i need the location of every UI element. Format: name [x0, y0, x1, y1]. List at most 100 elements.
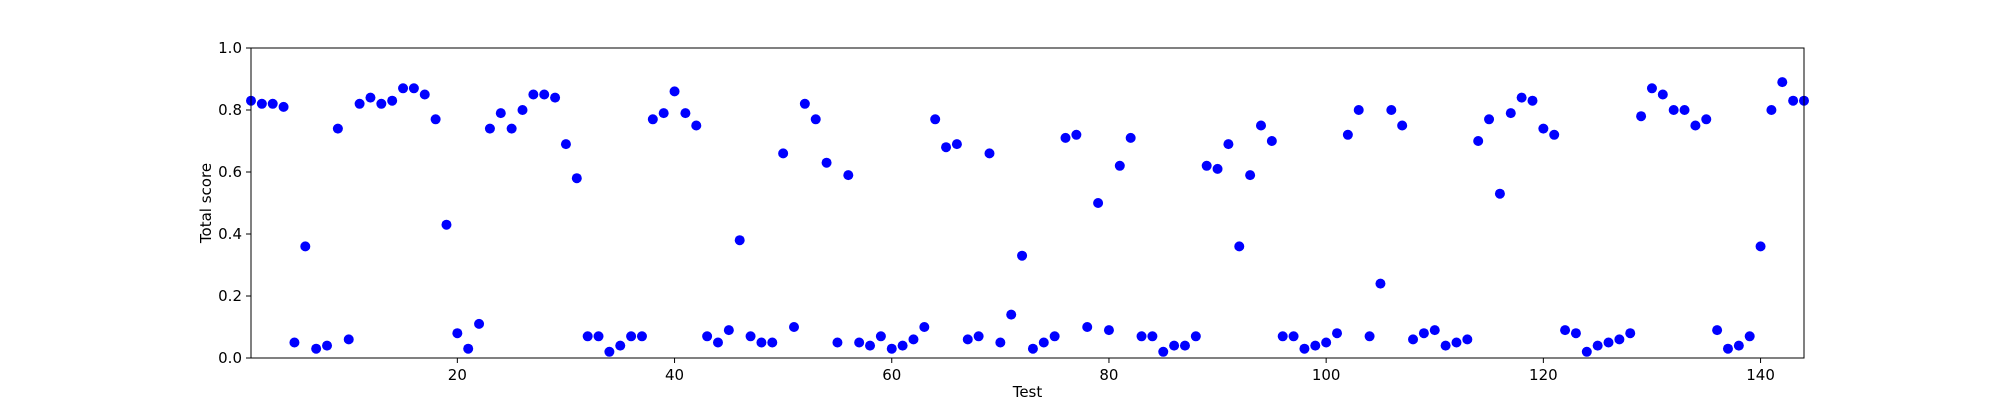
data-point [1636, 111, 1647, 122]
data-point [278, 101, 289, 112]
data-point [810, 114, 821, 125]
data-point [1733, 340, 1744, 351]
data-point [647, 114, 658, 125]
data-point [1386, 105, 1397, 115]
data-point [517, 105, 528, 115]
data-point [734, 235, 745, 246]
data-point [626, 331, 637, 342]
data-point [1212, 163, 1223, 174]
data-point [615, 340, 626, 351]
data-point [1744, 331, 1755, 342]
data-point [1614, 334, 1625, 345]
data-point [1462, 334, 1473, 345]
data-point [322, 340, 333, 351]
data-point [571, 173, 582, 184]
data-point [1266, 136, 1277, 146]
data-point [300, 241, 311, 252]
data-point [256, 98, 267, 109]
data-point [712, 337, 723, 348]
data-point [919, 322, 930, 332]
axis-ticks: 20 40 60 80 100 120 140 0.0 0.2 0.4 0.6 0.8 1.0 [218, 39, 1775, 384]
data-point [875, 331, 886, 342]
data-point [1766, 105, 1777, 115]
data-point [1049, 331, 1060, 342]
data-point [832, 337, 843, 348]
data-point [289, 337, 300, 348]
data-point [550, 92, 561, 103]
data-point [984, 148, 995, 159]
data-point [1505, 108, 1516, 119]
data-point [1364, 331, 1375, 342]
data-point [1071, 129, 1082, 140]
data-point [1722, 343, 1733, 354]
data-point [1603, 337, 1614, 348]
data-point [387, 95, 398, 106]
data-point [1538, 123, 1549, 134]
data-point [973, 331, 984, 342]
data-point [1668, 105, 1679, 115]
data-point [593, 331, 604, 342]
y-tick-label: 1.0 [218, 39, 242, 57]
data-point [1342, 129, 1353, 140]
data-point [745, 331, 756, 342]
data-point [398, 83, 409, 94]
data-point [1255, 120, 1266, 131]
data-point [723, 325, 734, 336]
data-point [430, 114, 441, 125]
data-point [452, 328, 463, 339]
data-point [1353, 105, 1364, 115]
data-point [821, 157, 832, 168]
data-point [1418, 328, 1429, 339]
data-point [1125, 132, 1136, 143]
data-point [897, 340, 908, 351]
x-tick-label: 100 [1312, 366, 1341, 384]
x-tick-label: 140 [1746, 366, 1775, 384]
data-point [1494, 188, 1505, 199]
data-point [1581, 346, 1592, 357]
data-point [951, 139, 962, 150]
y-tick-label: 0.4 [218, 225, 242, 243]
data-point [962, 334, 973, 345]
x-tick-label: 40 [665, 366, 684, 384]
data-point [1560, 325, 1571, 336]
data-point [408, 83, 419, 94]
data-point [799, 98, 810, 109]
data-point [1277, 331, 1288, 342]
data-point [539, 89, 550, 100]
plot-frame [250, 47, 1805, 359]
data-point [495, 108, 506, 119]
data-point [332, 123, 343, 134]
data-point [441, 219, 452, 230]
data-point [484, 123, 495, 134]
data-point [354, 98, 365, 109]
data-point [886, 343, 897, 354]
data-point [1375, 278, 1386, 289]
data-point [1527, 95, 1538, 106]
data-point [1690, 120, 1701, 131]
data-point [1397, 120, 1408, 131]
data-point [1516, 92, 1527, 103]
data-point [843, 170, 854, 181]
data-point [767, 337, 778, 348]
data-point [419, 89, 430, 100]
data-point [1788, 95, 1799, 106]
data-point [778, 148, 789, 159]
data-point [1027, 343, 1038, 354]
data-point [1093, 198, 1104, 208]
data-point [474, 318, 485, 329]
data-point [1234, 241, 1245, 252]
data-point [1657, 89, 1668, 100]
data-point [1006, 309, 1017, 320]
data-point [1299, 343, 1310, 354]
x-tick-label: 80 [1099, 366, 1118, 384]
data-point [1103, 325, 1114, 336]
data-point [1158, 346, 1169, 357]
y-tick-label: 0.8 [218, 101, 242, 119]
data-point [1179, 340, 1190, 351]
data-point [1592, 340, 1603, 351]
data-point [1147, 331, 1158, 342]
x-tick-label: 20 [448, 366, 467, 384]
data-point [604, 346, 615, 357]
x-axis-label: Test [1012, 383, 1043, 400]
